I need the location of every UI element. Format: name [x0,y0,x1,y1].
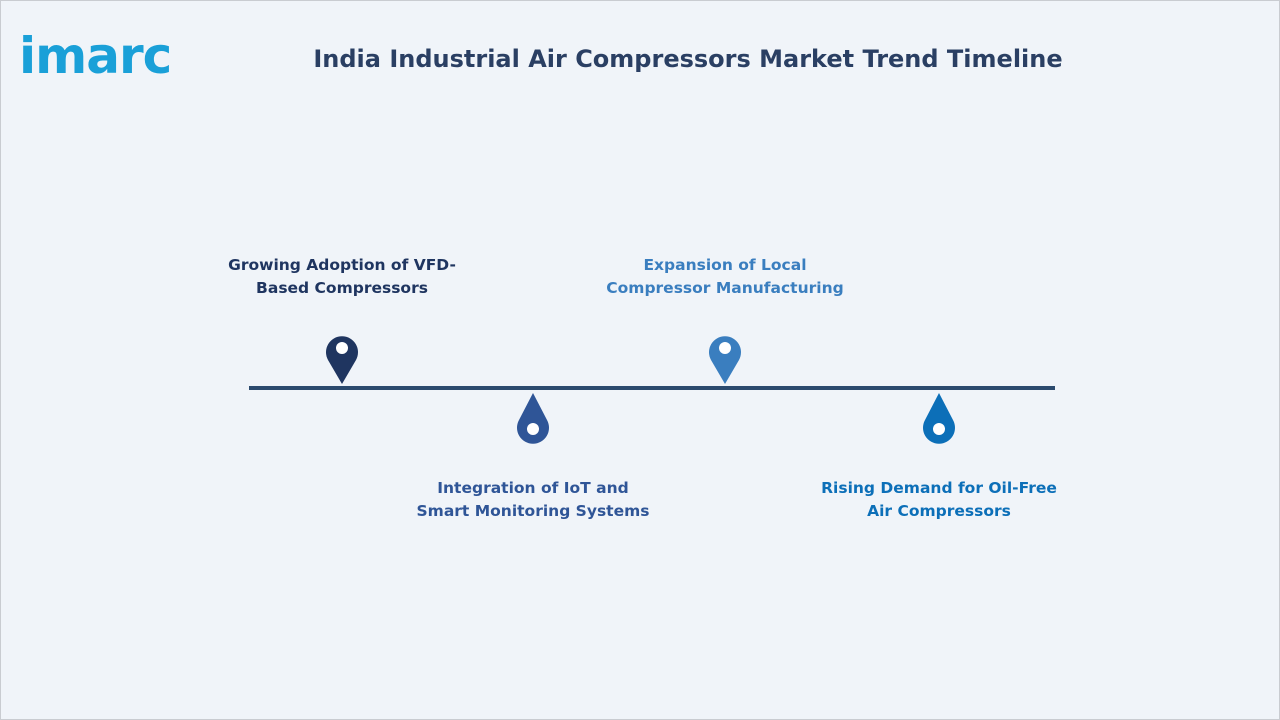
drop-marker-icon [517,393,549,444]
drop-marker-icon [922,393,955,444]
milestone-label-line: Expansion of Local [643,256,807,274]
milestone-label-line: Compressor Manufacturing [606,279,844,297]
page-title: India Industrial Air Compressors Market … [313,45,1063,73]
milestone-label: Growing Adoption of VFD- Based Compressor… [192,254,492,300]
milestone-label-line: Based Compressors [256,279,428,297]
milestone-label-line: Rising Demand for Oil-Free [821,479,1057,497]
logo-text: imarc [19,27,171,79]
location-pin-icon [709,336,741,384]
imarc-logo: imarc [19,27,172,79]
milestone-label: Expansion of Local Compressor Manufacturi… [575,254,875,300]
milestone-label: Rising Demand for Oil-Free Air Compressor… [789,477,1089,523]
milestone-label-line: Air Compressors [867,502,1011,520]
milestone-label-line: Integration of IoT and [437,479,629,497]
milestone-label-line: Smart Monitoring Systems [416,502,650,520]
location-pin-icon [326,336,358,384]
milestone-label: Integration of IoT and Smart Monitoring S… [383,477,683,523]
milestone-label-line: Growing Adoption of VFD- [228,256,456,274]
